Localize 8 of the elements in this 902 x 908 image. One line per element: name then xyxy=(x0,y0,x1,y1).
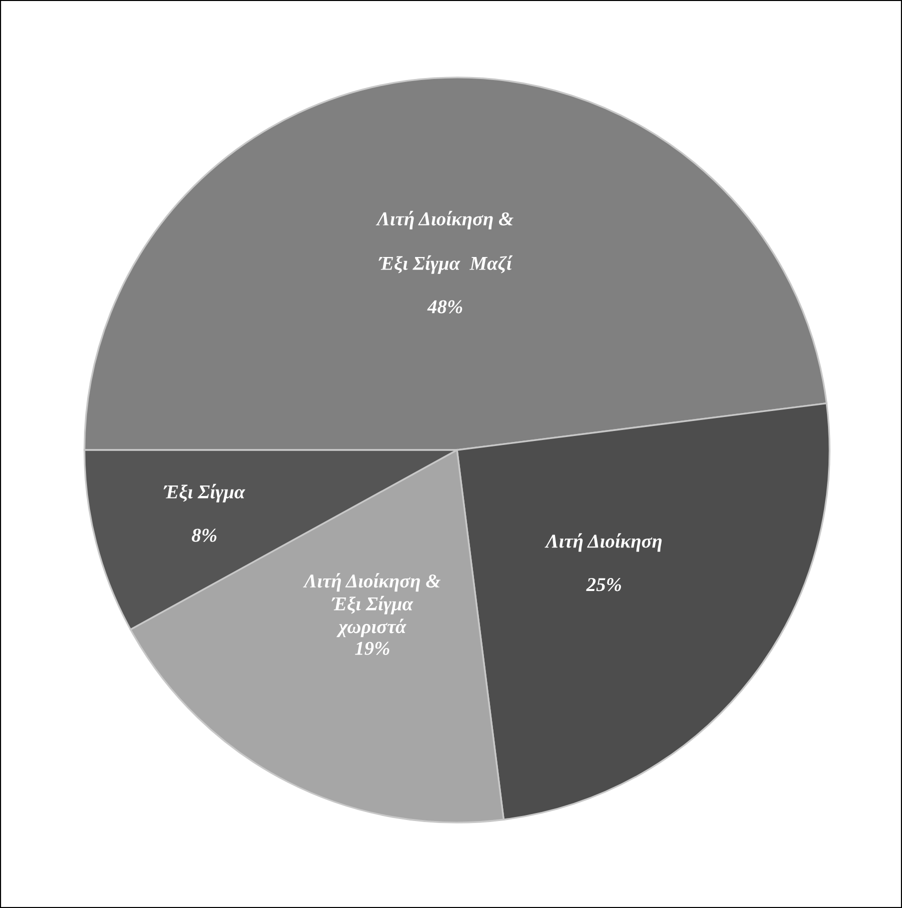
slice-label: Λιτή Διοίκηση xyxy=(544,533,662,552)
data-label: 48% xyxy=(427,300,462,314)
slice-label: Έξι Σίγμα xyxy=(164,484,246,502)
category-label: Λιτή Διοίκηση & Έξι Σίγμα Μαζί xyxy=(376,210,514,274)
data-label: 25% xyxy=(586,578,622,592)
slice-label: Λιτή Διοίκηση & Έξι Σίγμα χωριστά xyxy=(302,573,441,638)
data-label: 8% xyxy=(192,528,216,542)
data-label: 19% xyxy=(355,642,390,655)
